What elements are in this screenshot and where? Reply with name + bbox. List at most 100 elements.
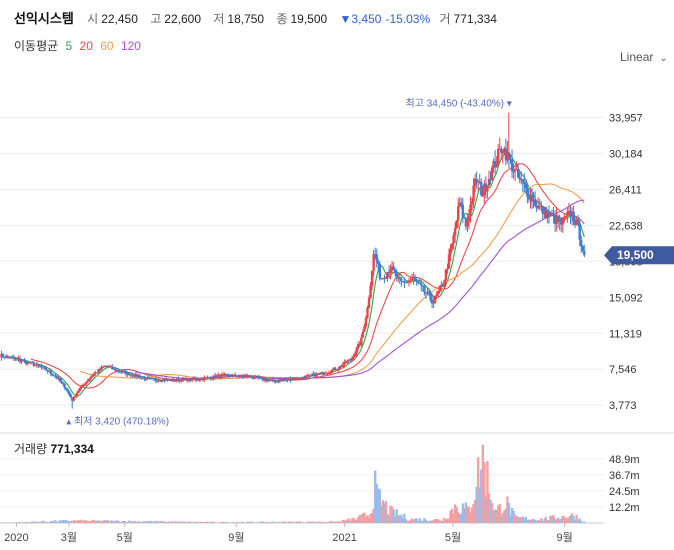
volume-bar xyxy=(304,522,308,523)
candle-body xyxy=(175,378,179,381)
volume-bar xyxy=(360,514,363,523)
candle-body xyxy=(530,194,534,202)
low-value: 18,750 xyxy=(227,12,265,26)
volume-bar xyxy=(312,521,315,523)
ma-legend-60[interactable]: 60 xyxy=(100,39,114,53)
volume-bar xyxy=(453,504,457,523)
candle-body xyxy=(403,281,406,283)
volume-bar xyxy=(555,519,558,523)
candle-body xyxy=(52,375,56,377)
volume-bar xyxy=(469,512,472,523)
candle-body xyxy=(100,367,103,370)
volume-bar xyxy=(177,521,180,523)
volume-bars xyxy=(0,444,586,523)
moving-average-legend[interactable]: 이동평균 5 20 60 120 xyxy=(14,37,145,54)
candle-body xyxy=(167,379,171,381)
volume-bar xyxy=(392,509,395,523)
volume-bar xyxy=(210,521,214,523)
volume-bar xyxy=(103,520,106,523)
candle-body xyxy=(21,360,25,362)
candle-body xyxy=(149,378,152,380)
candle-body xyxy=(369,285,372,299)
candle-body xyxy=(241,375,245,377)
candle-body xyxy=(64,387,68,390)
volume-bar xyxy=(444,519,448,523)
volume-bar xyxy=(364,516,368,523)
candle-body xyxy=(20,361,23,363)
candle-body xyxy=(255,376,258,378)
volume-bar xyxy=(403,513,406,523)
candle-body xyxy=(298,378,302,380)
volume-bar xyxy=(309,522,312,523)
volume-bar xyxy=(580,520,583,523)
volume-bar xyxy=(533,519,537,523)
volume-bar xyxy=(284,521,288,523)
volume-bar xyxy=(341,520,345,523)
price-tick-label: 11,319 xyxy=(609,328,642,340)
volume-bar xyxy=(390,506,394,523)
volume-bar xyxy=(274,522,277,523)
candle-body xyxy=(384,277,388,279)
volume-bar xyxy=(204,521,208,523)
volume-bar xyxy=(235,522,238,523)
candle-body xyxy=(367,298,371,308)
candle-body xyxy=(194,378,197,380)
ma-legend-120[interactable]: 120 xyxy=(120,39,141,53)
volume-bar xyxy=(393,516,397,523)
candle-body xyxy=(372,254,375,271)
volume-bar xyxy=(207,522,211,523)
volume-bar xyxy=(80,519,83,523)
candle-body xyxy=(581,246,584,251)
ma-legend-5[interactable]: 5 xyxy=(65,39,73,53)
volume-bar xyxy=(500,515,503,523)
candle-body xyxy=(91,375,94,377)
candle-body xyxy=(321,372,325,375)
ma-legend-20[interactable]: 20 xyxy=(79,39,93,53)
candle-body xyxy=(220,374,223,378)
volume-bar xyxy=(426,520,429,523)
volume-bar xyxy=(158,522,162,523)
volume-bar xyxy=(409,519,412,523)
volume-bar xyxy=(338,521,342,523)
volume-bar xyxy=(300,522,303,523)
volume-bar xyxy=(412,520,415,523)
volume-bar xyxy=(134,521,137,523)
candle-body xyxy=(267,380,271,382)
candle-body xyxy=(137,376,140,378)
candle-body xyxy=(338,366,342,369)
volume-bar xyxy=(126,522,129,523)
volume-bar xyxy=(429,520,432,523)
candle-body xyxy=(487,179,491,187)
volume-bar xyxy=(355,519,358,523)
candle-body xyxy=(444,269,448,281)
candle-body xyxy=(204,377,208,379)
candle-body xyxy=(472,185,475,202)
candle-body xyxy=(426,291,429,294)
volume-bar xyxy=(241,521,245,523)
candle-body xyxy=(524,184,528,189)
candle-body xyxy=(569,210,572,217)
candle-body xyxy=(489,179,492,181)
volume-bar xyxy=(563,516,566,523)
candle-body xyxy=(300,377,303,379)
volume-bar xyxy=(493,509,497,523)
volume-bar xyxy=(120,521,123,523)
volume-bar xyxy=(310,521,314,523)
candle-body xyxy=(238,374,242,377)
volume-bar xyxy=(337,521,340,523)
volume-panel-value: 771,334 xyxy=(50,442,94,456)
candle-body xyxy=(60,381,63,383)
scale-dropdown[interactable]: Linear ⌄ xyxy=(620,50,668,64)
candle-body xyxy=(154,378,157,381)
volume-bar xyxy=(447,518,451,523)
volume-bar xyxy=(152,521,155,523)
volume-bar xyxy=(35,521,39,523)
candle-body xyxy=(513,169,517,172)
volume-bar xyxy=(332,522,335,523)
candle-body xyxy=(520,179,523,181)
candle-body xyxy=(301,377,305,379)
candle-body xyxy=(572,211,575,222)
candle-body xyxy=(433,295,437,303)
candle-body xyxy=(395,272,398,279)
